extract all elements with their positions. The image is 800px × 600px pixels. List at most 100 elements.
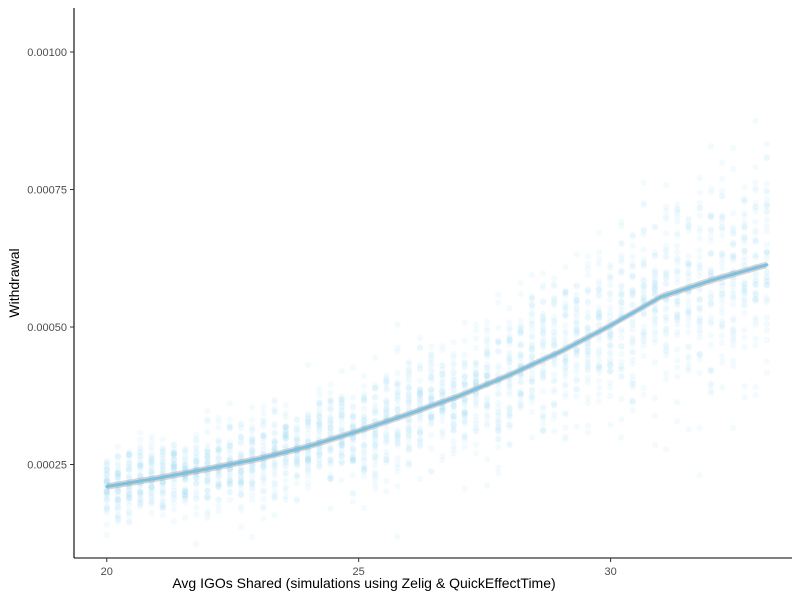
data-point <box>707 318 715 325</box>
data-point <box>763 187 770 194</box>
data-point <box>125 492 133 500</box>
data-point <box>562 367 569 374</box>
data-point <box>439 430 446 437</box>
data-point <box>517 350 524 357</box>
data-point <box>360 464 368 471</box>
data-point <box>651 272 659 279</box>
data-point <box>450 421 457 428</box>
data-point <box>103 493 111 500</box>
data-point <box>383 413 390 421</box>
data-point <box>685 306 692 314</box>
data-point <box>360 395 368 402</box>
data-point <box>416 400 424 408</box>
data-point <box>718 192 726 199</box>
data-point <box>506 381 513 389</box>
data-point <box>472 344 480 352</box>
data-point <box>428 409 435 417</box>
data-point <box>629 399 636 406</box>
data-point <box>562 424 569 431</box>
data-point <box>137 462 144 469</box>
data-point <box>439 433 446 441</box>
data-point <box>685 224 692 231</box>
data-point <box>495 444 502 451</box>
data-point <box>707 294 715 302</box>
data-point <box>517 326 524 333</box>
data-point <box>349 457 357 464</box>
data-point <box>696 272 703 280</box>
data-point <box>137 488 144 496</box>
data-point <box>215 455 222 462</box>
data-point <box>562 289 569 296</box>
data-point <box>718 384 726 391</box>
data-point <box>304 438 312 445</box>
data-point <box>282 432 289 439</box>
data-point <box>741 223 748 230</box>
data-point <box>551 428 558 435</box>
data-point <box>349 453 357 461</box>
data-point <box>584 340 591 347</box>
data-point <box>539 270 547 277</box>
data-point <box>495 426 502 433</box>
data-point <box>741 289 748 296</box>
data-point <box>282 486 289 494</box>
data-point <box>450 399 457 406</box>
data-point <box>607 275 614 282</box>
data-point <box>528 332 536 339</box>
data-point <box>674 268 681 275</box>
data-point <box>170 506 178 513</box>
data-point <box>730 252 737 259</box>
data-point <box>461 411 468 418</box>
data-point <box>696 295 703 302</box>
data-point <box>707 212 715 219</box>
data-point <box>215 456 222 463</box>
data-point <box>405 432 412 439</box>
data-point <box>651 291 659 298</box>
data-point <box>137 462 144 469</box>
data-point <box>730 230 737 237</box>
data-point <box>204 453 211 460</box>
data-point <box>483 376 491 383</box>
data-point <box>204 492 211 500</box>
data-point <box>249 479 256 486</box>
data-point <box>741 382 748 390</box>
data-point <box>137 472 144 479</box>
data-point <box>618 373 625 381</box>
data-point <box>159 504 166 512</box>
data-point <box>193 460 200 467</box>
data-point <box>226 477 233 484</box>
data-point <box>674 364 681 371</box>
data-point <box>640 352 647 360</box>
data-point <box>763 358 770 365</box>
data-point <box>483 347 491 355</box>
data-point <box>483 402 491 409</box>
data-point <box>685 367 692 374</box>
data-point <box>439 409 446 416</box>
data-point <box>450 427 457 435</box>
data-point <box>181 475 189 482</box>
data-point <box>383 436 390 443</box>
data-point <box>125 490 133 498</box>
data-point <box>125 487 133 494</box>
data-point <box>640 201 647 209</box>
data-point <box>327 472 334 479</box>
data-point <box>260 515 267 522</box>
data-point <box>394 391 401 398</box>
data-point <box>752 163 759 171</box>
x-tick-label: 20 <box>101 566 113 578</box>
data-point <box>551 342 558 349</box>
data-point <box>304 412 312 420</box>
data-point <box>338 426 345 434</box>
data-point <box>618 256 625 263</box>
data-point <box>360 504 368 512</box>
data-point <box>103 460 111 467</box>
data-point <box>763 140 770 147</box>
data-point <box>506 424 513 431</box>
data-point <box>125 467 133 474</box>
data-point <box>416 475 424 482</box>
data-point <box>506 413 513 421</box>
data-point <box>461 364 468 371</box>
data-point <box>662 331 670 338</box>
data-point <box>718 187 726 194</box>
data-point <box>674 206 681 214</box>
data-point <box>428 413 435 420</box>
